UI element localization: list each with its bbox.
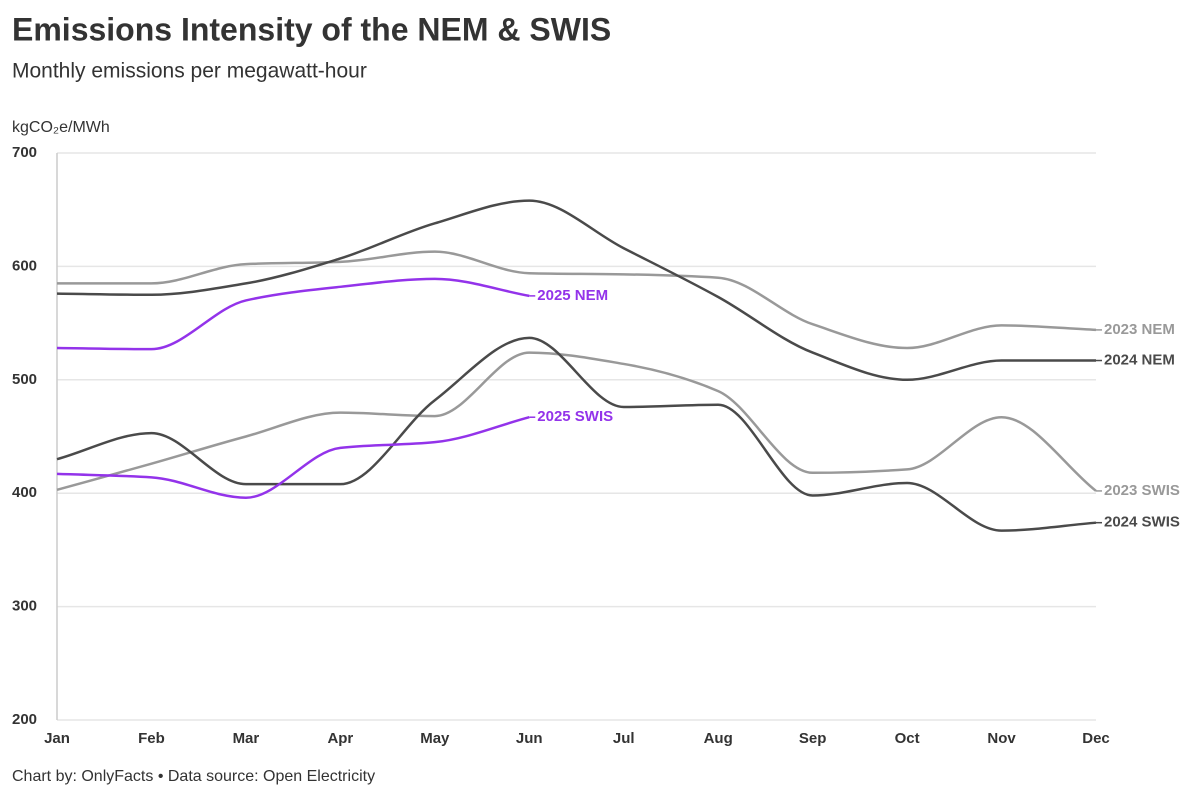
x-tick-label: Dec — [1082, 730, 1110, 747]
x-tick-label: May — [420, 730, 450, 747]
series-label: 2024 SWIS — [1104, 514, 1180, 531]
series-line — [56, 351, 1097, 492]
series-label: 2024 NEM — [1104, 351, 1175, 368]
series-line — [56, 336, 1097, 532]
footer: Chart by: OnlyFacts • Data source: Open … — [12, 768, 375, 785]
y-tick-label: 400 — [12, 484, 37, 501]
series-label: 2025 NEM — [537, 287, 608, 304]
y-tick-label: 200 — [12, 711, 37, 728]
series-line — [56, 277, 530, 351]
y-tick-label: 300 — [12, 598, 37, 615]
series-line — [56, 250, 1097, 350]
x-tick-label: Oct — [895, 730, 920, 747]
x-tick-label: Sep — [799, 730, 827, 747]
y-axis-label: kgCO₂e/MWh — [12, 119, 110, 136]
y-tick-label: 700 — [12, 144, 37, 161]
chart-subtitle: Monthly emissions per megawatt-hour — [12, 60, 367, 83]
series-line — [56, 416, 530, 499]
x-tick-label: Jul — [613, 730, 635, 747]
series-line — [56, 199, 1096, 382]
y-tick-label: 600 — [12, 257, 37, 274]
x-tick-label: Mar — [233, 730, 260, 747]
series-label: 2023 SWIS — [1104, 482, 1180, 499]
x-tick-label: Jun — [516, 730, 543, 747]
series-label: 2025 SWIS — [537, 408, 613, 425]
x-tick-label: Nov — [987, 730, 1016, 747]
x-tick-label: Apr — [327, 730, 353, 747]
series-label: 2023 NEM — [1104, 321, 1175, 338]
x-tick-label: Aug — [704, 730, 733, 747]
chart-title: Emissions Intensity of the NEM & SWIS — [12, 11, 611, 47]
x-tick-label: Jan — [44, 730, 70, 747]
y-tick-label: 500 — [12, 371, 37, 388]
x-tick-label: Feb — [138, 730, 165, 747]
